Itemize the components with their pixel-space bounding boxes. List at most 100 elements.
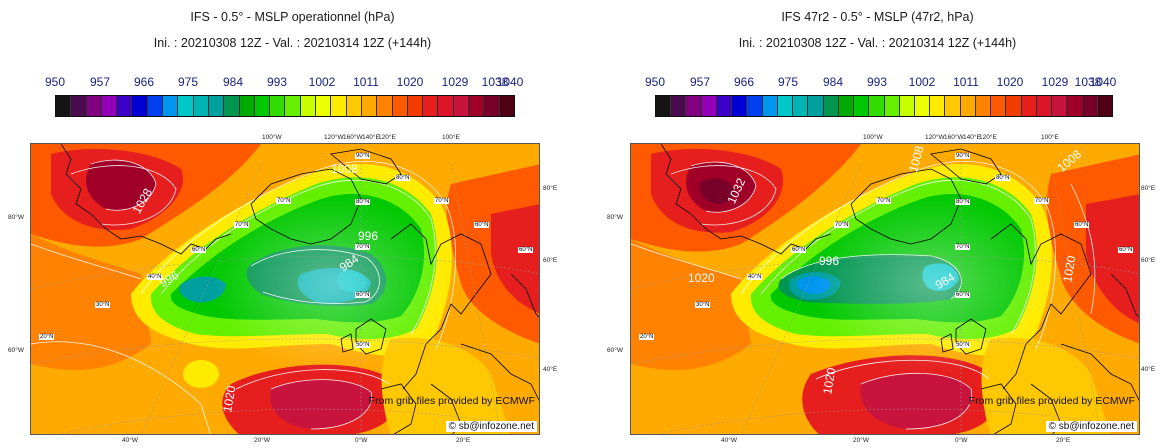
latitude-label: 40°N (747, 274, 763, 280)
axis-label-right: 60°E (1141, 257, 1156, 264)
axis-label-top: 100°E (442, 134, 460, 141)
colorbar-swatch (193, 96, 209, 116)
colorbar-swatch (361, 96, 378, 116)
high-pressure-core (860, 373, 972, 429)
latitude-label: 70°N (1034, 198, 1050, 204)
axis-label-top: 120°W (925, 134, 945, 141)
colorbar-swatch (316, 96, 332, 116)
data-credit: From grib files provided by ECMWF (968, 395, 1135, 407)
colorbar-label: 1020 (996, 75, 1024, 89)
colorbar-swatch (671, 96, 687, 116)
colorbar-swatch (975, 96, 992, 116)
copyright-notice: © sb@infozone.net (1045, 421, 1137, 432)
colorbar-swatch (777, 96, 794, 116)
axis-label-right: 40°E (543, 366, 558, 373)
colorbar-label: 966 (733, 75, 755, 89)
coastlines (660, 144, 1139, 434)
latitude-label: 50°N (355, 342, 371, 348)
colorbar-swatch (300, 96, 317, 116)
axis-label-bottom: 40°W (721, 437, 737, 444)
colorbar-swatch (1036, 96, 1053, 116)
colorbar-swatch (838, 96, 855, 116)
colorbar-swatch (71, 96, 87, 116)
colorbar-swatch (163, 96, 179, 116)
latitude-label: 90°N (355, 153, 371, 159)
axis-label-bottom: 0°W (355, 437, 368, 444)
colorbar-label: 1002 (908, 75, 936, 89)
latitude-label: 70°N (355, 244, 371, 250)
axis-label-top: 120°E (979, 134, 997, 141)
latitude-label: 60°N (1118, 247, 1134, 253)
colorbar-swatch (331, 96, 347, 116)
colorbar-swatch (392, 96, 408, 116)
colorbar-swatch (285, 96, 301, 116)
panel-operational: IFS - 0.5° - MSLP operationnel (hPa) Ini… (8, 10, 558, 444)
axis-label-left: 80°W (607, 214, 623, 221)
colorbar-label: 950 (644, 75, 666, 89)
mslp-map: 1032 1008 1008 996 984 1020 1020 1020 90… (630, 143, 1140, 435)
colorbar-swatch (808, 96, 824, 116)
map-canvas (31, 144, 539, 434)
colorbar-swatch (56, 96, 72, 116)
axis-label-right: 60°E (543, 257, 558, 264)
axis-label-top: 100°E (1041, 134, 1059, 141)
axis-label-right: 80°E (1141, 185, 1156, 192)
axis-label-bottom: 20°E (1056, 437, 1071, 444)
colorbar-label: 984 (222, 75, 244, 89)
colorbar-label: 1038 (1074, 75, 1102, 89)
high-pressure-core (86, 160, 156, 211)
colorbar-label: 1020 (396, 75, 424, 89)
colorbar-swatch (484, 96, 500, 116)
colorbar-swatch (178, 96, 194, 116)
colorbar-swatch (407, 96, 424, 116)
latitude-label: 30°N (95, 302, 111, 308)
axis-label-bottom: 20°W (853, 437, 869, 444)
colorbar (655, 95, 1113, 117)
latitude-label: 70°N (276, 198, 292, 204)
colorbar-label: 993 (866, 75, 888, 89)
contour-label: 996 (819, 254, 840, 268)
latitude-label: 60°N (355, 292, 371, 298)
colorbar-swatch (656, 96, 672, 116)
axis-label-top: 120°W (324, 134, 344, 141)
latitude-label: 80°N (955, 199, 971, 205)
colorbar-swatch (453, 96, 470, 116)
axis-label-top: 100°W (863, 134, 883, 141)
pressure-field (1086, 194, 1139, 324)
colorbar-labels: 950 957 966 975 984 993 1002 1011 1020 1… (40, 75, 523, 91)
colorbar-swatch (254, 96, 271, 116)
axis-label-bottom: 0°W (955, 437, 968, 444)
latitude-label: 90°N (955, 153, 971, 159)
axis-label-right: 80°E (543, 185, 558, 192)
colorbar-swatch (732, 96, 748, 116)
colorbar-label: 957 (89, 75, 111, 89)
pressure-field (631, 239, 751, 370)
colorbar-swatch (132, 96, 148, 116)
colorbar-swatch (716, 96, 733, 116)
colorbar-swatch (499, 96, 514, 116)
isobar-lines (31, 159, 456, 434)
latitude-label: 70°N (876, 198, 892, 204)
latitude-label: 80°N (395, 175, 411, 181)
map-canvas (631, 144, 1139, 434)
colorbar-swatch (117, 96, 133, 116)
colorbar-labels: 950 957 966 975 984 993 1002 1011 1020 1… (625, 75, 1116, 91)
colorbar-swatch (224, 96, 240, 116)
isobar-lines (631, 161, 1096, 430)
colorbar-swatch (899, 96, 915, 116)
latitude-label: 60°N (474, 222, 490, 228)
colorbar-label: 1040 (496, 75, 524, 89)
pressure-field (183, 360, 219, 388)
axis-label-bottom: 40°W (122, 437, 138, 444)
colorbar-swatch (147, 96, 164, 116)
pressure-field (811, 194, 1051, 374)
panel-title: IFS - 0.5° - MSLP operationnel (hPa) (190, 10, 395, 24)
colorbar-swatch (930, 96, 946, 116)
colorbar-swatch (270, 96, 286, 116)
colorbar-swatch (469, 96, 485, 116)
colorbar-label: 1029 (1041, 75, 1069, 89)
latitude-label: 40°N (147, 274, 163, 280)
colorbar-swatch (991, 96, 1007, 116)
axis-label-left: 60°W (8, 347, 24, 354)
latitude-label: 80°N (355, 199, 371, 205)
